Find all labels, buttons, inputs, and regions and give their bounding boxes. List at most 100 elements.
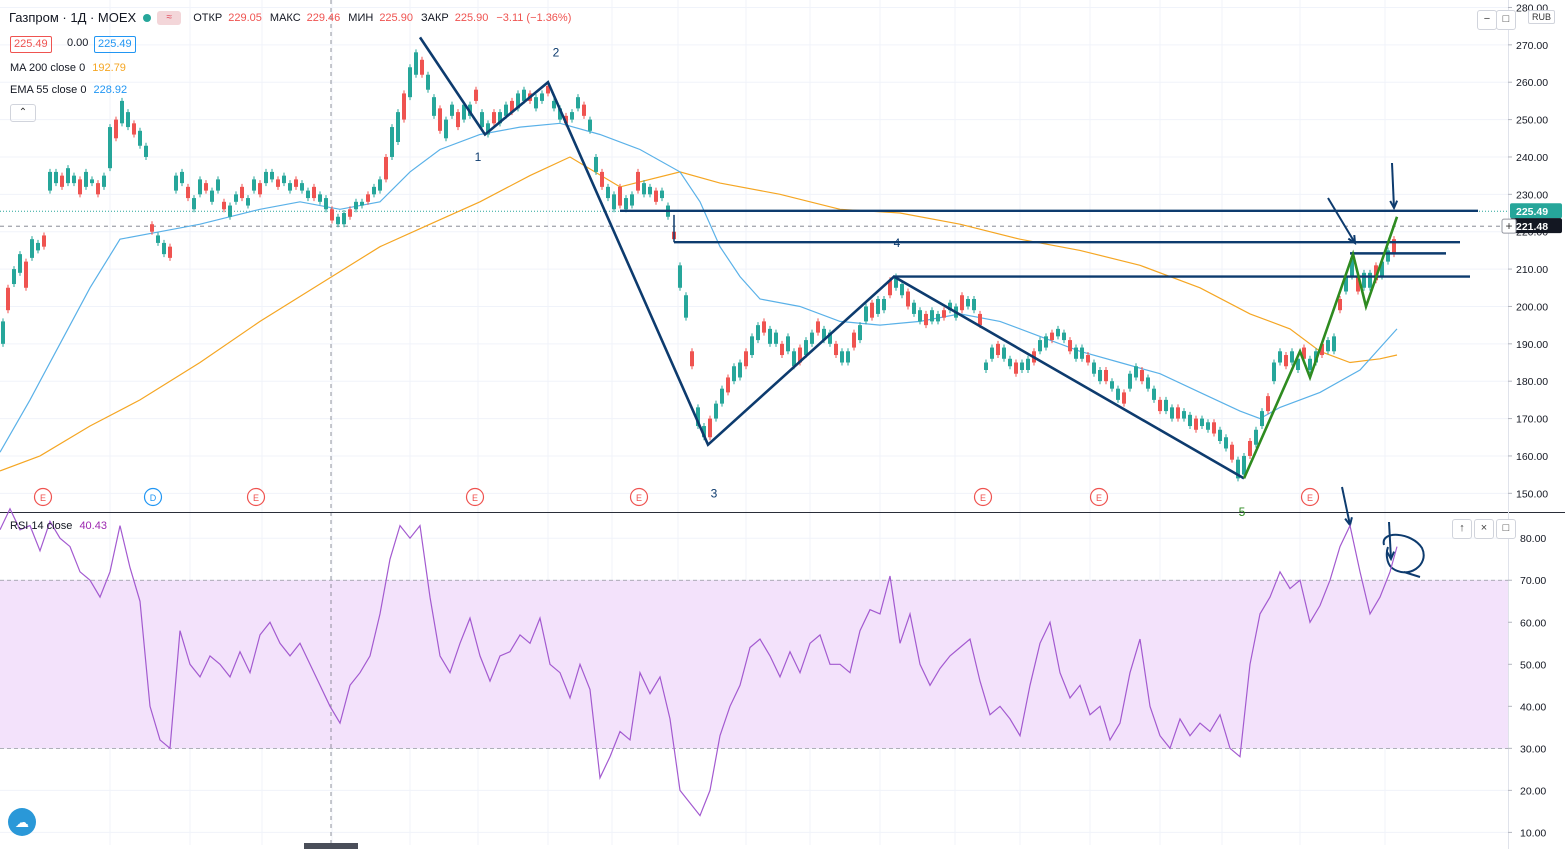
candle-body bbox=[1014, 362, 1018, 374]
candle-body bbox=[144, 145, 148, 157]
candle-body bbox=[684, 295, 688, 318]
low-value: 225.90 bbox=[379, 11, 413, 24]
ma-value: 192.79 bbox=[92, 62, 126, 74]
currency-label[interactable]: RUB bbox=[1527, 10, 1555, 24]
candle-body bbox=[372, 186, 376, 195]
bid-price[interactable]: 225.49 bbox=[10, 36, 52, 53]
candle-body bbox=[1134, 366, 1138, 378]
rsi-axis-label: 10.00 bbox=[1520, 827, 1546, 839]
candle-body bbox=[786, 336, 790, 352]
rsi-axis-label: 60.00 bbox=[1520, 617, 1546, 629]
price-tag-label: 221.48 bbox=[1516, 221, 1548, 233]
maximize-pane-icon[interactable]: □ bbox=[1496, 519, 1516, 539]
candle-body bbox=[918, 310, 922, 322]
candle-body bbox=[906, 291, 910, 307]
candle-body bbox=[912, 302, 916, 314]
candle-body bbox=[696, 407, 700, 427]
candle-body bbox=[888, 280, 892, 296]
event-marker-E bbox=[973, 487, 993, 507]
event-marker-E bbox=[1300, 487, 1320, 507]
maximize-icon[interactable]: □ bbox=[1496, 10, 1516, 30]
candle-body bbox=[948, 302, 952, 311]
crosshair-plus-icon bbox=[1501, 218, 1517, 234]
candle-body bbox=[1092, 362, 1096, 374]
candle-body bbox=[540, 93, 544, 101]
candle-body bbox=[942, 310, 946, 318]
candle-body bbox=[732, 366, 736, 382]
arrow-up-icon[interactable]: ↑ bbox=[1452, 519, 1472, 539]
candle-body bbox=[714, 403, 718, 419]
candle-body bbox=[408, 67, 412, 98]
symbol-title[interactable]: Газпром · 1Д · MOEX bbox=[9, 10, 137, 25]
candle-body bbox=[522, 89, 526, 101]
symbol-header: Газпром · 1Д · MOEX ≈ ОТКР 229.05 МАКС 229… bbox=[9, 10, 575, 25]
candle-body bbox=[102, 175, 106, 187]
candle-body bbox=[600, 171, 604, 187]
candle-body bbox=[198, 179, 202, 195]
candle-body bbox=[768, 328, 772, 344]
arrow-annotation-rsi-head bbox=[1386, 551, 1396, 562]
ma-legend[interactable]: MA 200 close 0 192.79 bbox=[10, 62, 126, 74]
close-icon[interactable]: × bbox=[1474, 519, 1494, 539]
candle-body bbox=[1368, 272, 1372, 288]
candle-body bbox=[1188, 414, 1192, 427]
candle-body bbox=[702, 426, 706, 438]
arrow-annotation-rsi bbox=[1341, 486, 1351, 526]
candle-body bbox=[870, 302, 874, 318]
candle-body bbox=[150, 224, 154, 232]
candle-body bbox=[252, 179, 256, 191]
candle-body bbox=[744, 351, 748, 367]
event-marker-label: E bbox=[636, 493, 642, 503]
candle-body bbox=[1206, 422, 1210, 430]
candle-body bbox=[1266, 396, 1270, 412]
candle-body bbox=[324, 198, 328, 210]
candle-body bbox=[1110, 381, 1114, 389]
candle-body bbox=[1164, 399, 1168, 412]
candle-body bbox=[558, 108, 562, 120]
candle-body bbox=[288, 183, 292, 191]
rsi-legend[interactable]: RSI 14 close 40.43 bbox=[10, 520, 107, 532]
wave-icon[interactable]: ≈ bbox=[157, 10, 182, 25]
chevron-up-icon[interactable]: ⌃ bbox=[10, 104, 36, 122]
candle-body bbox=[612, 194, 616, 210]
candle-body bbox=[930, 310, 934, 322]
event-marker-label: E bbox=[1096, 493, 1102, 503]
candle-body bbox=[1218, 429, 1222, 441]
minimize-icon[interactable]: − bbox=[1477, 10, 1497, 30]
candle-body bbox=[738, 362, 742, 378]
candle-body bbox=[270, 171, 274, 180]
event-marker-label: E bbox=[980, 493, 986, 503]
arrow-annotation-head bbox=[1389, 200, 1399, 211]
candle-body bbox=[618, 186, 622, 206]
price-axis-label: 270.00 bbox=[1516, 40, 1548, 52]
candle-body bbox=[720, 388, 724, 404]
ask-price[interactable]: 225.49 bbox=[94, 36, 136, 53]
candle-body bbox=[168, 246, 172, 258]
candle-body bbox=[1146, 377, 1150, 389]
elliott-wave-line bbox=[418, 36, 1245, 480]
candle-body bbox=[1176, 407, 1180, 419]
price-axis-label: 250.00 bbox=[1516, 115, 1548, 127]
price-axis-label: 260.00 bbox=[1516, 77, 1548, 89]
candle-body bbox=[1332, 336, 1336, 352]
tradingview-logo-icon[interactable]: ☁ bbox=[8, 808, 36, 836]
candle-body bbox=[1170, 407, 1174, 419]
high-value: 229.46 bbox=[306, 11, 341, 24]
candle-body bbox=[1044, 336, 1048, 348]
candle-body bbox=[570, 112, 574, 120]
rsi-axis-label: 50.00 bbox=[1520, 659, 1546, 671]
event-marker-E bbox=[465, 487, 485, 507]
rsi-line bbox=[0, 507, 1398, 817]
ema-legend[interactable]: EMA 55 close 0 228.92 bbox=[10, 84, 127, 96]
candle-body bbox=[864, 306, 868, 322]
candle-body bbox=[1050, 332, 1054, 341]
candle-body bbox=[900, 284, 904, 296]
candle-body bbox=[1182, 411, 1186, 419]
candle-body bbox=[828, 332, 832, 344]
candle-body bbox=[642, 183, 646, 195]
candle-body bbox=[402, 93, 406, 120]
candle-body bbox=[1122, 392, 1126, 404]
candle-body bbox=[48, 171, 52, 191]
candle-body bbox=[636, 171, 640, 191]
